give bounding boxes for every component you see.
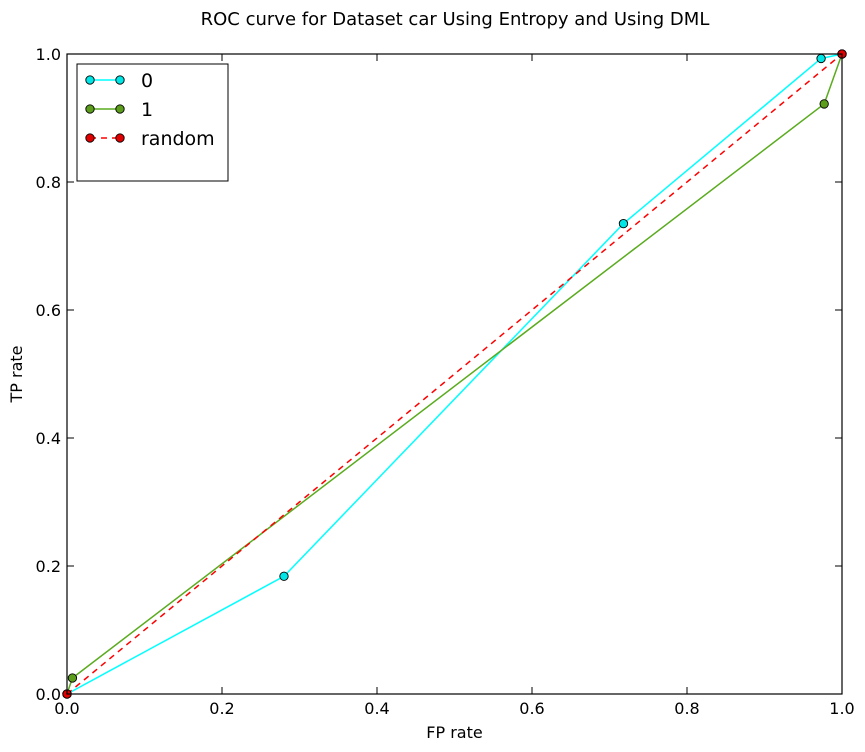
series-0-point: [618, 218, 629, 229]
y-tick-label: 0.0: [36, 685, 61, 704]
y-tick-label: 1.0: [36, 45, 61, 64]
y-tick-label: 0.8: [36, 173, 61, 192]
plot-frame: [66, 53, 843, 695]
x-tick-label: 0.8: [674, 699, 699, 718]
series-1-point: [67, 673, 78, 683]
x-tick-label: 0.6: [519, 699, 544, 718]
series-0-point: [816, 53, 826, 64]
legend-marker: [115, 133, 125, 143]
y-tick-label: 0.4: [36, 429, 61, 448]
y-tick-label: 0.2: [36, 557, 61, 576]
axis-ticks: 0.0 0.2 0.4 0.6 0.8 1.0 0.0 0.2 0.4 0.6 0.8 1.0: [36, 45, 855, 718]
y-axis-label: TP rate: [7, 345, 26, 403]
x-tick-label: 0.0: [54, 699, 79, 718]
series-2-line: [66, 53, 843, 695]
series-1-point: [819, 99, 829, 109]
series-1-line: [66, 53, 843, 695]
legend-label: 1: [141, 99, 153, 121]
legend-marker: [85, 133, 95, 143]
x-tick-label: 0.4: [364, 699, 389, 718]
chart-title: ROC curve for Dataset car Using Entropy …: [201, 9, 710, 30]
legend-marker: [85, 75, 95, 85]
y-tick-label: 0.6: [36, 301, 61, 320]
legend-box: [76, 63, 229, 182]
legend-marker: [85, 104, 95, 114]
legend-label: random: [141, 128, 215, 150]
legend-marker: [115, 75, 125, 85]
legend-marker: [115, 104, 125, 114]
plot-area: [62, 49, 847, 699]
x-axis-label: FP rate: [426, 723, 482, 742]
series-0-point: [279, 571, 289, 581]
x-tick-label: 0.2: [209, 699, 234, 718]
legend-label: 0: [141, 70, 153, 92]
legend: 0 1 random: [76, 63, 229, 182]
x-tick-label: 1.0: [829, 699, 854, 718]
